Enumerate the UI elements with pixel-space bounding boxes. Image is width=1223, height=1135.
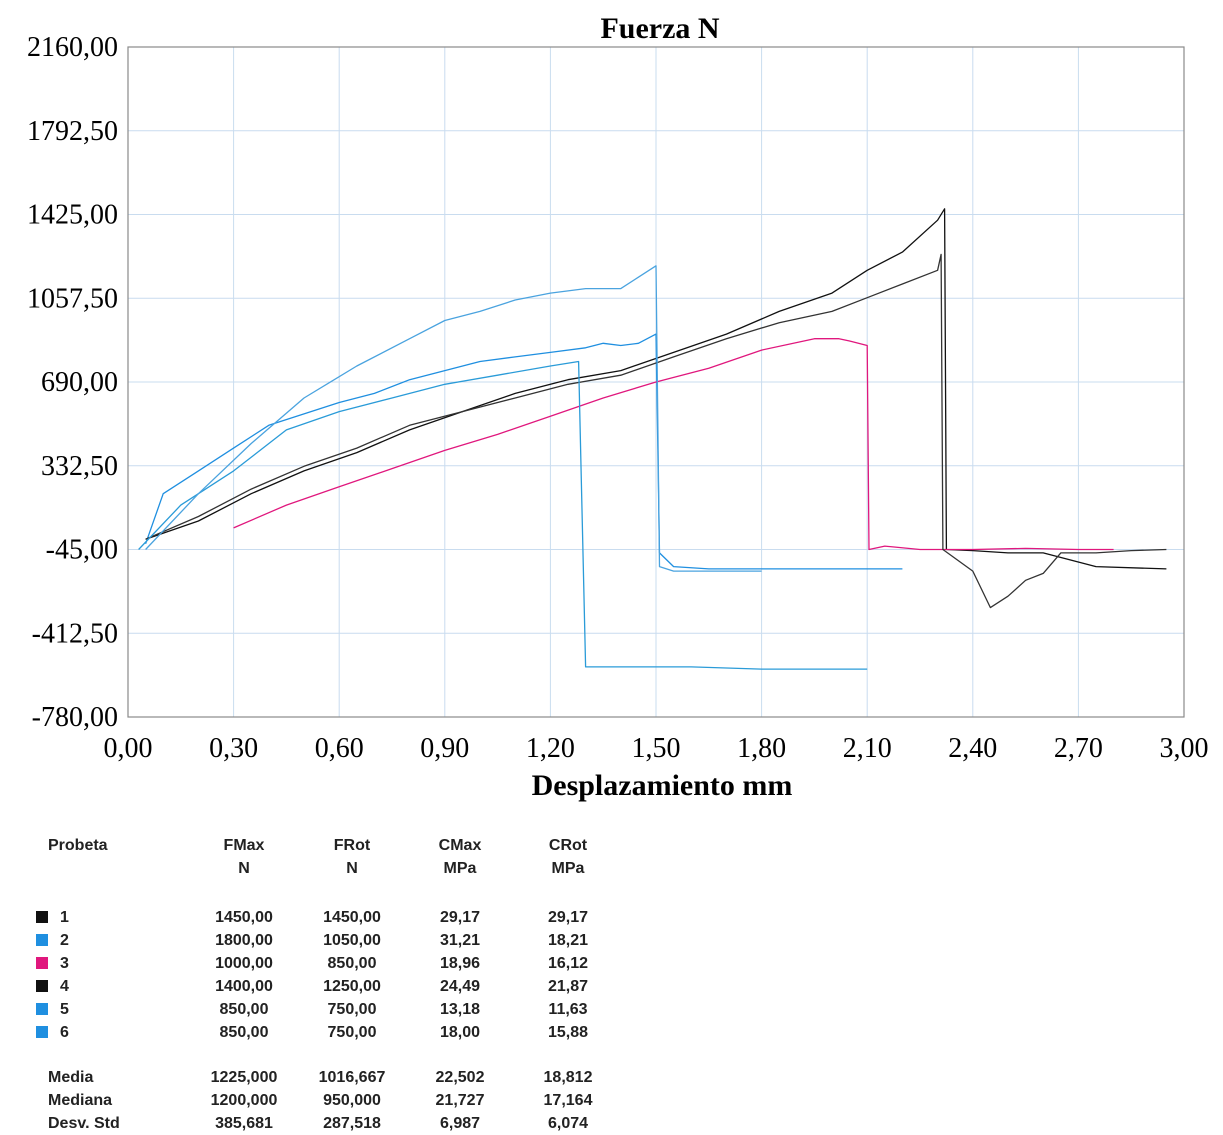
x-tick-label: 1,20 (526, 733, 575, 764)
stat-cell: 22,502 (435, 1069, 485, 1086)
table-header: FMax (223, 837, 265, 854)
table-cell: 750,00 (327, 1001, 377, 1018)
x-tick-label: 0,00 (104, 733, 153, 764)
series-layer (138, 208, 1167, 670)
stat-cell: 385,681 (215, 1115, 273, 1132)
table-header: Probeta (48, 837, 108, 854)
y-tick-label: 1425,00 (27, 200, 118, 231)
stat-cell: 1225,000 (210, 1069, 278, 1086)
table-cell: 1250,00 (323, 978, 381, 995)
table-cell: 15,88 (547, 1024, 589, 1041)
x-tick-label: 2,10 (843, 733, 892, 764)
table-cell: 850,00 (219, 1001, 269, 1018)
x-tick-label: 2,40 (948, 733, 997, 764)
x-tick-label: 0,90 (420, 733, 469, 764)
stat-cell: 950,000 (323, 1092, 381, 1109)
results-table: Probeta FMax N FRot N CMax MPa CRot MPa 1 1450,00 1… (0, 830, 700, 1132)
table-cell: 13,18 (439, 1001, 481, 1018)
table-cell: 750,00 (327, 1024, 377, 1041)
table-cell: 1400,00 (215, 978, 273, 995)
table-header: FRot (333, 837, 371, 854)
legend-swatch (36, 1003, 48, 1015)
series-line-2 (144, 333, 903, 570)
table-cell: 1050,00 (323, 932, 381, 949)
table-cell: 1800,00 (215, 932, 273, 949)
table-cell: 16,12 (547, 955, 589, 972)
stat-cell: 1016,667 (318, 1069, 386, 1086)
table-header-unit: N (238, 860, 250, 877)
probeta-label: 2 (60, 932, 69, 949)
x-tick-label: 1,80 (737, 733, 786, 764)
stat-cell: 1200,000 (210, 1092, 278, 1109)
y-tick-label: 2160,00 (27, 32, 118, 63)
stat-cell: 21,727 (435, 1092, 485, 1109)
series-line-6 (145, 265, 762, 572)
x-tick-label: 0,60 (315, 733, 364, 764)
table-cell: 29,17 (547, 909, 589, 926)
y-tick-label: -45,00 (46, 535, 118, 566)
series-line-3 (233, 338, 1114, 551)
probeta-label: 6 (60, 1024, 69, 1041)
probeta-label: 4 (60, 978, 69, 995)
y-tick-label: 1057,50 (27, 283, 118, 314)
series-line-1 (145, 208, 1167, 570)
x-tick-label: 2,70 (1054, 733, 1103, 764)
table-cell: 24,49 (439, 978, 481, 995)
table-cell: 18,96 (439, 955, 481, 972)
legend-swatch (36, 980, 48, 992)
x-axis-ticks: 0,00 0,30 0,60 0,90 1,20 1,50 1,80 2,10 2,40 2,70… (104, 733, 1209, 764)
table-cell: 850,00 (219, 1024, 269, 1041)
probeta-label: 5 (60, 1001, 69, 1018)
table-header-unit: N (346, 860, 358, 877)
series-line-4 (145, 253, 1167, 609)
force-displacement-chart: Fuerza N 2160,00 1792,50 1425,00 1057,50 690… (27, 12, 1209, 802)
plot-area-frame (127, 46, 1185, 718)
stat-cell: 17,164 (543, 1092, 593, 1109)
x-tick-label: 3,00 (1160, 733, 1209, 764)
stat-label: Desv. Std (48, 1115, 120, 1132)
table-cell: 21,87 (547, 978, 589, 995)
table-cell: 18,21 (547, 932, 589, 949)
stat-cell: 287,518 (323, 1115, 381, 1132)
series-line-5 (138, 360, 868, 670)
stat-label: Media (48, 1069, 94, 1086)
legend-swatch (36, 934, 48, 946)
chart-title: Fuerza N (600, 12, 719, 45)
y-tick-label: -780,00 (32, 702, 118, 733)
table-cell: 1450,00 (215, 909, 273, 926)
table-cell: 11,63 (548, 1001, 588, 1018)
table-header: CRot (548, 837, 588, 854)
y-tick-label: -412,50 (32, 618, 118, 649)
legend-swatch (36, 957, 48, 969)
x-axis-label: Desplazamiento mm (532, 769, 793, 802)
table-cell: 1000,00 (215, 955, 273, 972)
table-cell: 18,00 (439, 1024, 481, 1041)
table-cell: 850,00 (327, 955, 377, 972)
table-cell: 31,21 (439, 932, 481, 949)
legend-swatch (36, 911, 48, 923)
table-cell: 29,17 (439, 909, 481, 926)
table-header-unit: MPa (443, 860, 477, 877)
stat-label: Mediana (48, 1092, 113, 1109)
table-header-unit: MPa (551, 860, 585, 877)
y-axis-ticks: 2160,00 1792,50 1425,00 1057,50 690,00 332,50… (27, 32, 118, 733)
legend-swatch (36, 1026, 48, 1038)
y-tick-label: 1792,50 (27, 116, 118, 147)
probeta-label: 3 (60, 955, 69, 972)
stat-cell: 6,987 (439, 1115, 481, 1132)
y-tick-label: 690,00 (41, 367, 118, 398)
stat-cell: 6,074 (547, 1115, 589, 1132)
x-tick-label: 1,50 (632, 733, 681, 764)
table-cell: 1450,00 (323, 909, 381, 926)
x-tick-label: 0,30 (209, 733, 258, 764)
stat-cell: 18,812 (543, 1069, 593, 1086)
table-header: CMax (438, 837, 482, 854)
probeta-label: 1 (60, 909, 69, 926)
y-tick-label: 332,50 (41, 451, 118, 482)
